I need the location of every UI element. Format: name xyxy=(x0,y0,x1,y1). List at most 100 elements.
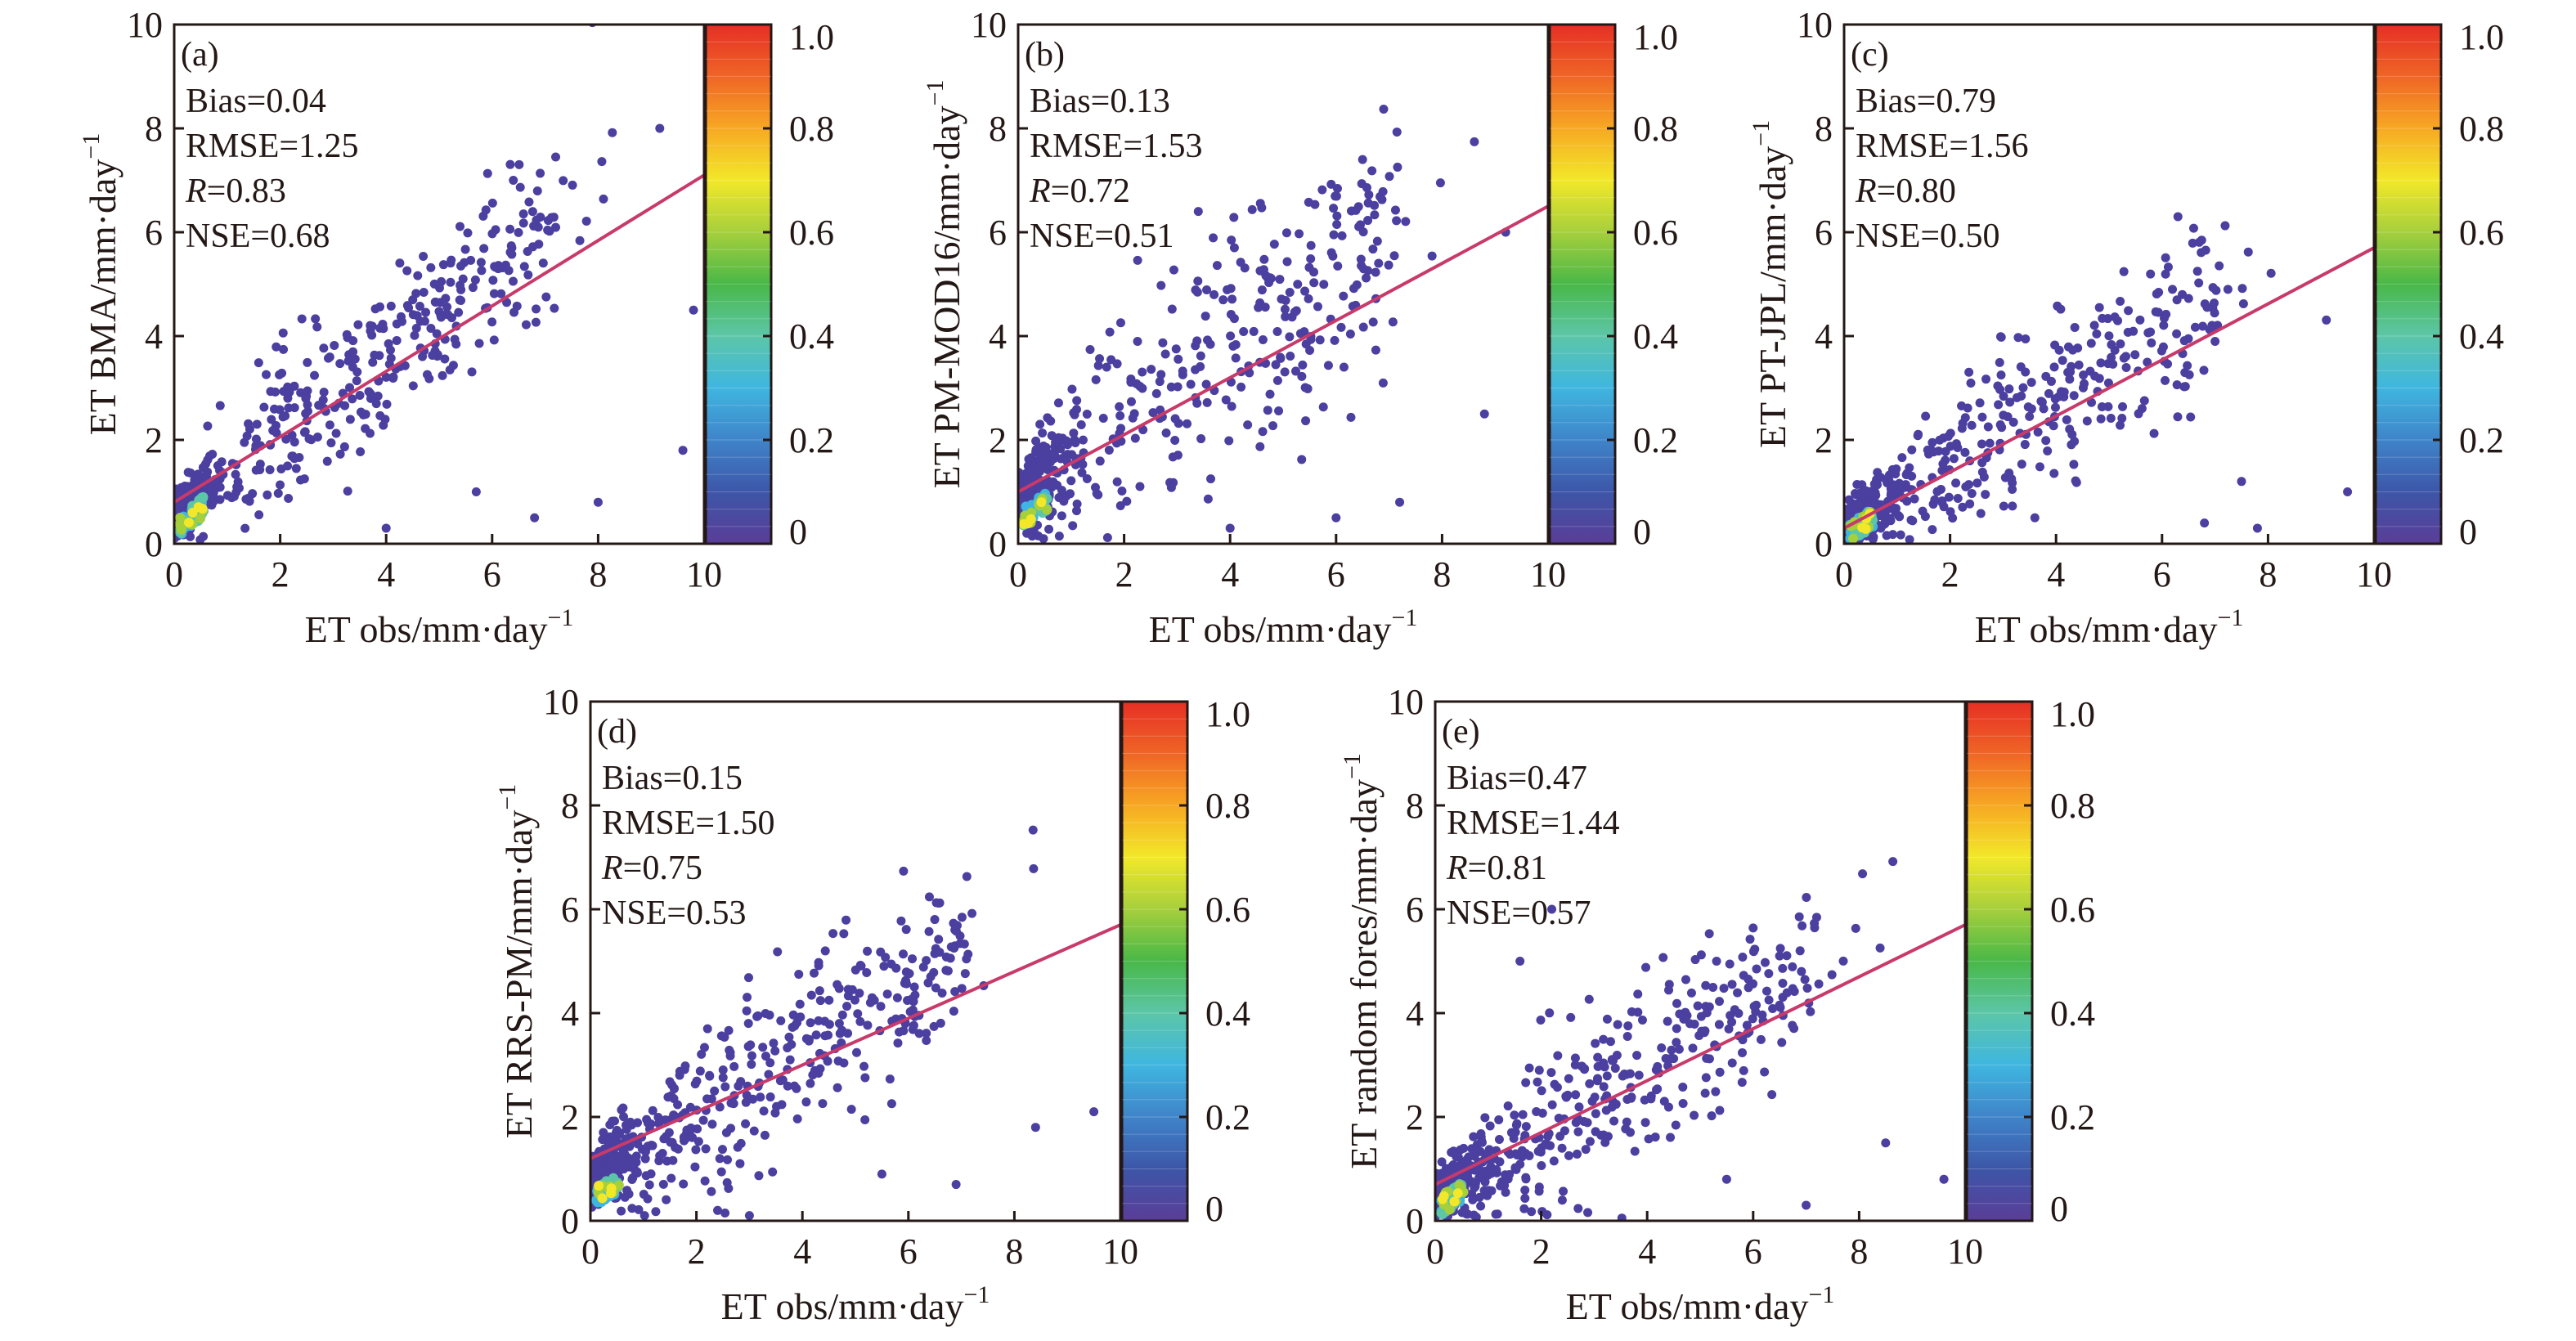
data-point xyxy=(1590,1092,1600,1102)
x-tick-label: 2 xyxy=(1533,1231,1551,1271)
data-point xyxy=(2173,412,2183,422)
data-point xyxy=(2070,437,2080,446)
data-point xyxy=(543,216,553,226)
data-point xyxy=(625,1141,635,1151)
data-point xyxy=(1274,406,1284,416)
data-point xyxy=(1764,995,1774,1005)
data-point xyxy=(1133,336,1142,346)
data-point xyxy=(1281,228,1291,238)
data-point xyxy=(1739,971,1748,980)
data-point xyxy=(1650,1132,1660,1142)
colorbar-tick-label: 0.2 xyxy=(789,420,834,460)
data-point xyxy=(959,939,969,949)
data-point xyxy=(551,152,561,162)
data-point xyxy=(1752,964,1761,974)
x-tick-label: 4 xyxy=(377,554,395,594)
data-point xyxy=(2210,337,2220,347)
data-point xyxy=(1700,1026,1710,1036)
y-tick-label: 6 xyxy=(1406,890,1424,930)
data-point xyxy=(863,946,873,956)
data-point xyxy=(509,307,519,317)
data-point xyxy=(1258,334,1268,344)
data-point xyxy=(442,302,452,312)
data-point xyxy=(2030,513,2040,522)
data-point xyxy=(1617,1213,1627,1221)
data-point xyxy=(924,926,934,936)
data-point xyxy=(769,1038,779,1048)
data-point xyxy=(820,946,830,956)
y-tick-label: 4 xyxy=(1815,316,1833,357)
data-point xyxy=(1967,420,1977,430)
data-point xyxy=(1521,1122,1531,1132)
data-point xyxy=(963,949,973,959)
y-tick-label: 4 xyxy=(145,316,163,357)
data-point xyxy=(1285,332,1295,342)
data-point xyxy=(2183,294,2193,303)
data-point xyxy=(742,1006,752,1016)
y-tick-label: 0 xyxy=(989,524,1007,564)
data-point xyxy=(343,356,353,366)
data-point xyxy=(1392,127,1402,137)
data-point xyxy=(1378,378,1388,388)
data-point xyxy=(2017,460,2026,469)
data-point-dense xyxy=(597,1193,608,1204)
data-point xyxy=(2008,417,2018,427)
data-point xyxy=(456,296,466,306)
x-tick-label: 8 xyxy=(1005,1231,1023,1271)
data-point xyxy=(1393,162,1402,172)
data-point xyxy=(1372,236,1382,246)
data-point xyxy=(626,1117,635,1127)
data-point xyxy=(593,1157,603,1167)
data-point xyxy=(1183,419,1192,428)
data-point xyxy=(1657,1043,1667,1053)
data-point xyxy=(701,1144,711,1154)
data-point xyxy=(1800,975,1810,984)
data-point xyxy=(335,449,345,459)
data-point xyxy=(2078,383,2088,392)
data-point xyxy=(1476,1128,1486,1138)
data-point xyxy=(426,324,436,334)
data-point xyxy=(1964,367,1974,377)
data-point xyxy=(2069,460,2079,469)
data-point xyxy=(441,294,451,303)
rmse-stat: RMSE=1.25 xyxy=(186,128,359,165)
data-point xyxy=(1170,436,1180,446)
data-point xyxy=(1555,1132,1565,1141)
fit-line xyxy=(590,923,1120,1160)
data-point xyxy=(269,404,279,414)
data-point xyxy=(1563,1090,1573,1100)
data-point xyxy=(265,465,275,475)
data-point xyxy=(410,330,420,340)
data-point xyxy=(1352,280,1362,289)
data-point xyxy=(839,929,849,939)
data-point xyxy=(783,1081,792,1091)
data-point xyxy=(1173,382,1183,392)
data-point xyxy=(1977,412,1987,422)
data-point xyxy=(1613,1020,1622,1029)
data-point xyxy=(1627,1092,1636,1102)
plot-area xyxy=(1844,212,2374,544)
data-point xyxy=(2130,350,2140,360)
data-point-dense xyxy=(183,517,194,527)
data-point xyxy=(2044,388,2053,398)
data-point xyxy=(689,305,698,315)
data-point xyxy=(967,908,977,918)
data-point xyxy=(2159,321,2169,330)
data-point xyxy=(1029,863,1039,873)
data-point xyxy=(2215,261,2224,271)
data-point xyxy=(2071,476,2080,486)
data-point xyxy=(1632,1051,1642,1061)
data-point xyxy=(655,1150,665,1160)
nse-stat: NSE=0.51 xyxy=(1030,218,1174,255)
data-point xyxy=(1748,923,1758,933)
data-point xyxy=(1945,507,1955,517)
data-point xyxy=(268,425,278,435)
data-point xyxy=(1059,496,1069,506)
data-point xyxy=(1437,1157,1447,1167)
data-point xyxy=(699,1043,709,1052)
data-point xyxy=(1521,1174,1531,1184)
data-point xyxy=(1363,216,1373,226)
data-point xyxy=(1609,1116,1619,1126)
data-point xyxy=(624,1189,634,1199)
data-point xyxy=(507,249,517,259)
